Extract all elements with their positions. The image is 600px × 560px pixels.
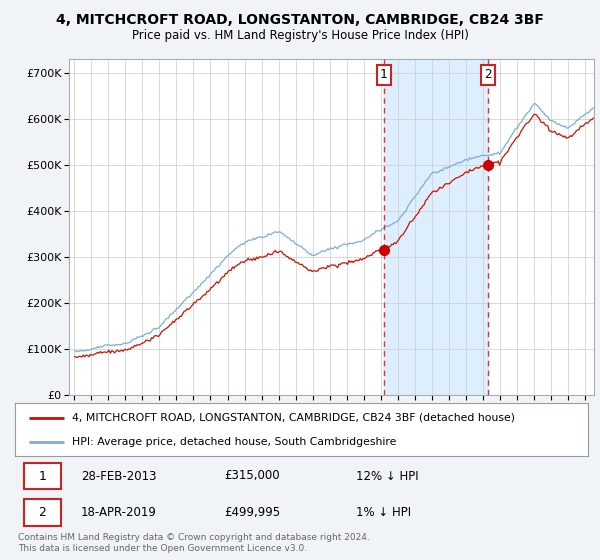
Text: 2: 2 xyxy=(38,506,46,519)
Text: 2: 2 xyxy=(484,68,492,81)
Text: 28-FEB-2013: 28-FEB-2013 xyxy=(81,469,157,483)
Text: Contains HM Land Registry data © Crown copyright and database right 2024.
This d: Contains HM Land Registry data © Crown c… xyxy=(18,533,370,553)
Text: HPI: Average price, detached house, South Cambridgeshire: HPI: Average price, detached house, Sout… xyxy=(73,437,397,447)
Text: 4, MITCHCROFT ROAD, LONGSTANTON, CAMBRIDGE, CB24 3BF: 4, MITCHCROFT ROAD, LONGSTANTON, CAMBRID… xyxy=(56,13,544,27)
Text: Price paid vs. HM Land Registry's House Price Index (HPI): Price paid vs. HM Land Registry's House … xyxy=(131,29,469,42)
Text: 18-APR-2019: 18-APR-2019 xyxy=(81,506,157,519)
Bar xyxy=(383,59,488,395)
Text: £499,995: £499,995 xyxy=(224,506,280,519)
FancyBboxPatch shape xyxy=(23,463,61,489)
FancyBboxPatch shape xyxy=(23,499,61,526)
Text: 1: 1 xyxy=(38,469,46,483)
Text: 12% ↓ HPI: 12% ↓ HPI xyxy=(356,469,419,483)
Text: 1% ↓ HPI: 1% ↓ HPI xyxy=(356,506,411,519)
Text: 1: 1 xyxy=(380,68,388,81)
Text: £315,000: £315,000 xyxy=(224,469,280,483)
Text: 4, MITCHCROFT ROAD, LONGSTANTON, CAMBRIDGE, CB24 3BF (detached house): 4, MITCHCROFT ROAD, LONGSTANTON, CAMBRID… xyxy=(73,413,515,423)
